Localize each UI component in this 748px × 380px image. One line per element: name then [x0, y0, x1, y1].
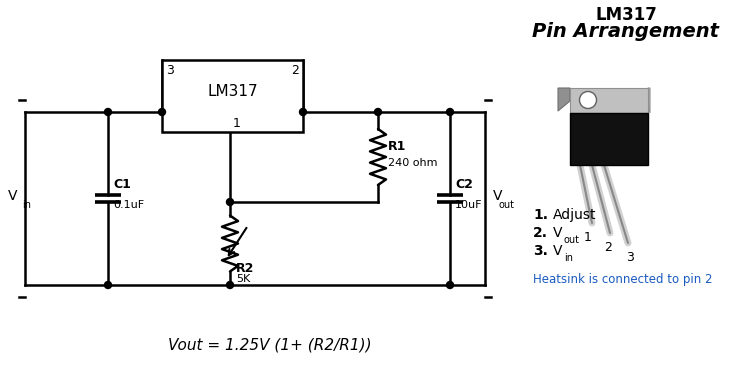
Text: R1: R1 — [388, 141, 406, 154]
Text: Heatsink is connected to pin 2: Heatsink is connected to pin 2 — [533, 273, 713, 286]
Circle shape — [227, 198, 233, 206]
Text: 240 ohm: 240 ohm — [388, 158, 438, 168]
Text: V: V — [493, 188, 503, 203]
Circle shape — [159, 109, 165, 116]
Circle shape — [375, 109, 381, 116]
Text: 3: 3 — [626, 251, 634, 264]
Text: 2: 2 — [604, 241, 612, 254]
Text: out: out — [564, 235, 580, 245]
Text: 1.: 1. — [533, 208, 548, 222]
Bar — [570, 88, 648, 113]
Text: 10uF: 10uF — [455, 201, 482, 211]
Polygon shape — [648, 88, 650, 113]
Circle shape — [105, 109, 111, 116]
Circle shape — [105, 282, 111, 288]
Text: 5K: 5K — [236, 274, 251, 283]
Text: 1: 1 — [233, 117, 241, 130]
Circle shape — [227, 282, 233, 288]
Text: 2.: 2. — [533, 226, 548, 240]
Text: C2: C2 — [455, 177, 473, 190]
Text: Adjust: Adjust — [553, 208, 596, 222]
Text: V: V — [7, 188, 17, 203]
Text: R2: R2 — [236, 261, 254, 274]
Circle shape — [580, 92, 596, 109]
Circle shape — [447, 109, 453, 116]
Text: LM317: LM317 — [207, 84, 258, 98]
Polygon shape — [558, 88, 570, 111]
Text: Vout = 1.25V (1+ (R2/R1)): Vout = 1.25V (1+ (R2/R1)) — [168, 337, 372, 353]
Circle shape — [447, 282, 453, 288]
Text: C1: C1 — [113, 177, 131, 190]
Text: V: V — [553, 244, 562, 258]
Text: in: in — [22, 200, 31, 209]
Text: 3.: 3. — [533, 244, 548, 258]
Text: 2: 2 — [291, 64, 299, 77]
Text: 3: 3 — [166, 64, 174, 77]
Text: LM317: LM317 — [595, 6, 657, 24]
Text: 0.1uF: 0.1uF — [113, 201, 144, 211]
Circle shape — [299, 109, 307, 116]
Text: 1: 1 — [584, 231, 592, 244]
Text: in: in — [564, 253, 573, 263]
Text: V: V — [553, 226, 562, 240]
Text: out: out — [499, 200, 515, 209]
Bar — [570, 113, 648, 165]
Text: Pin Arrangement: Pin Arrangement — [533, 22, 720, 41]
Bar — [162, 60, 303, 132]
